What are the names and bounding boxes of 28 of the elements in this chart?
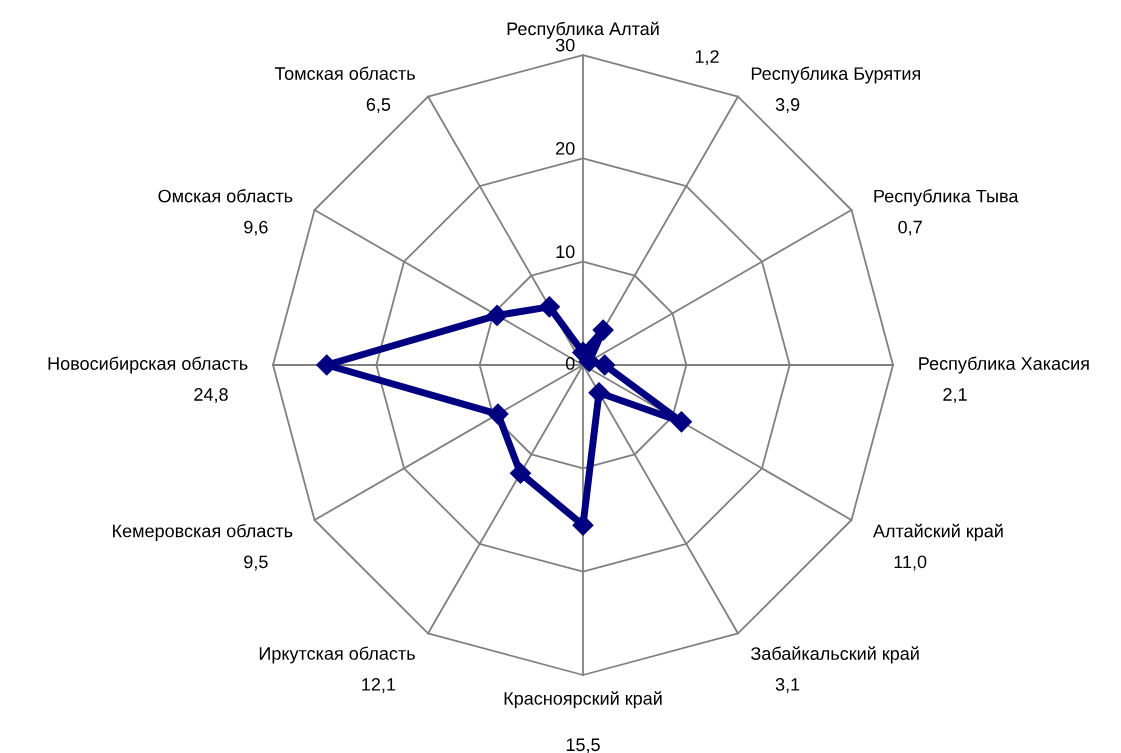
text: 15,5	[566, 738, 600, 753]
spoke-label: Республика Алтай	[507, 21, 659, 39]
spoke-label: Омская область	[158, 189, 293, 203]
text: 9,5	[244, 555, 268, 571]
text: 6,5	[366, 98, 391, 114]
text: 9,6	[244, 220, 268, 236]
spoke-label: Красноярский край	[504, 691, 662, 709]
y-tick-label: 0	[565, 357, 575, 370]
text: 3,9	[775, 98, 800, 114]
text: 24,8	[194, 388, 228, 403]
spoke-label: Республика Бурятия	[751, 66, 921, 84]
spoke-label: Алтайский край	[872, 523, 1003, 541]
text: 0,7	[898, 220, 922, 236]
spoke-label: Забайкальский край	[750, 646, 919, 664]
y-tick-label: 30	[555, 38, 575, 52]
text: 11,0	[894, 555, 927, 571]
y-tick-label: 10	[556, 245, 575, 259]
spoke-label: Республика Хакасия	[919, 356, 1089, 374]
spoke-label: Республика Тыва	[874, 189, 1019, 207]
y-tick-label: 20	[556, 141, 575, 155]
spoke-label: Томская область	[274, 66, 415, 80]
text: 3,1	[775, 678, 800, 693]
spoke-label: Кемеровская область	[113, 523, 293, 541]
spoke-label: Новосибирская область	[48, 356, 248, 374]
text: 12,1	[362, 678, 396, 693]
spoke-label: Иркутская область	[259, 646, 415, 664]
text: 2,1	[943, 388, 967, 403]
text: 1,2	[695, 50, 719, 66]
